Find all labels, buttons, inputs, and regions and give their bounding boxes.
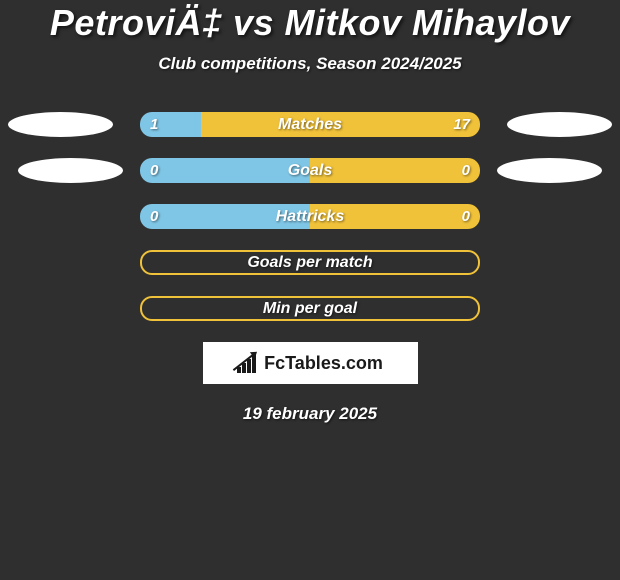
stat-row: 00Goals [0,158,620,183]
stat-label: Hattricks [140,204,480,229]
page-title: PetroviÄ‡ vs Mitkov Mihaylov [0,2,620,44]
player-right-marker [497,158,602,183]
page-subtitle: Club competitions, Season 2024/2025 [0,54,620,74]
stat-row: 117Matches [0,112,620,137]
stats-comparison-card: PetroviÄ‡ vs Mitkov Mihaylov Club compet… [0,0,620,424]
stat-bar: 00Hattricks [140,204,480,229]
source-logo: FcTables.com [203,342,418,384]
player-left-marker [8,112,113,137]
logo-text: FcTables.com [264,353,383,374]
player-right-marker [507,112,612,137]
stat-bar: 00Goals [140,158,480,183]
player-left-marker [18,158,123,183]
stat-label: Goals [140,158,480,183]
report-date: 19 february 2025 [0,404,620,424]
stat-bar: 117Matches [140,112,480,137]
stat-row: Goals per match [0,250,620,275]
comparison-area: 117Matches 00Goals 00Hattricks Goals per ma… [0,112,620,321]
stat-label: Min per goal [140,296,480,321]
stat-row: Min per goal [0,296,620,321]
chart-icon [237,353,261,373]
stat-row: 00Hattricks [0,204,620,229]
stat-label: Matches [140,112,480,137]
stat-label: Goals per match [140,250,480,275]
